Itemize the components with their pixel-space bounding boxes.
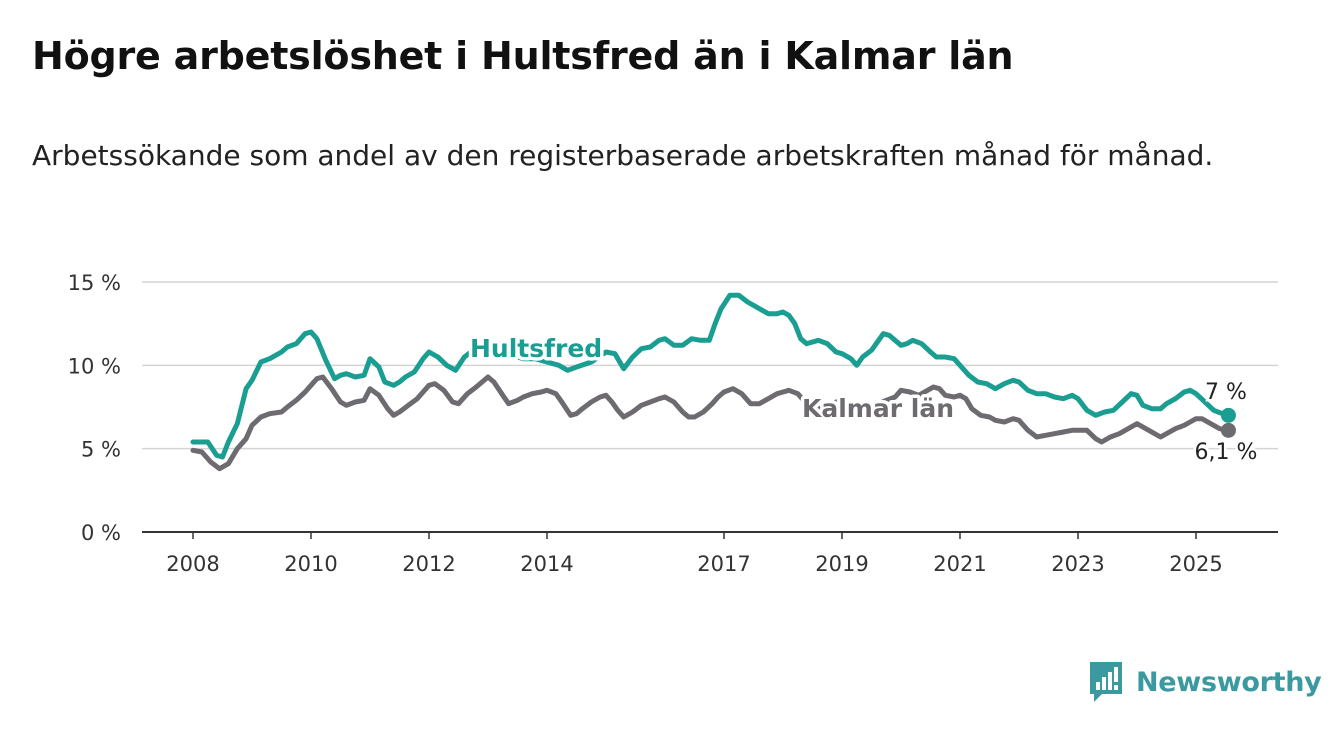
y-tick-label: 0 % [81,521,121,545]
x-tick-label: 2021 [933,552,986,576]
x-tick-label: 2010 [284,552,337,576]
x-tick-label: 2025 [1169,552,1222,576]
y-tick-label: 5 % [81,438,121,462]
x-tick-label: 2014 [520,552,573,576]
end-point-hultsfred [1220,407,1236,423]
x-tick-label: 2019 [815,552,868,576]
chart-title: Högre arbetslöshet i Hultsfred än i Kalm… [32,34,1014,78]
series-label-hultsfred: Hultsfred [470,334,602,363]
x-tick-label: 2012 [402,552,455,576]
x-tick-label: 2008 [166,552,219,576]
bar-chart-exclamation-icon [1090,662,1122,702]
y-tick-label: 10 % [68,354,121,378]
end-point-kalmar-lan [1220,422,1236,438]
newsworthy-logo: Newsworthy [1088,660,1322,704]
x-tick-label: 2017 [697,552,750,576]
series-label-kalmar-lan: Kalmar län [802,394,954,423]
chart-subtitle: Arbetssökande som andel av den registerb… [32,139,1214,172]
series-line-kalmar-lan [190,374,1231,472]
end-label-hultsfred: 7 % [1205,380,1247,405]
y-tick-label: 15 % [68,271,121,295]
x-tick-label: 2023 [1051,552,1104,576]
series-line-hultsfred [190,292,1231,460]
brand-name: Newsworthy [1136,666,1322,698]
end-label-kalmar-lan: 6,1 % [1195,440,1258,465]
